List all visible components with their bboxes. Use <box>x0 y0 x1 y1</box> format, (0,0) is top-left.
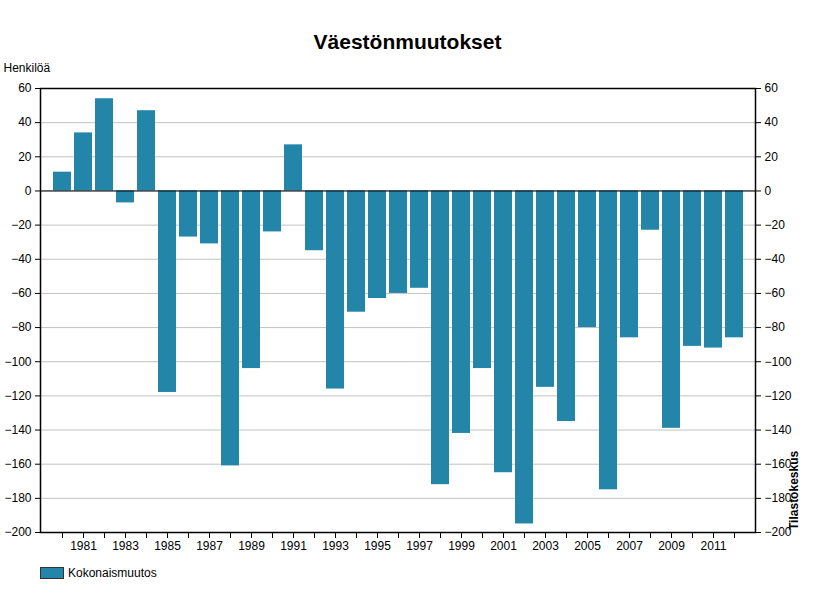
svg-text:−80: −80 <box>11 320 32 334</box>
svg-text:2007: 2007 <box>616 539 643 553</box>
svg-text:1983: 1983 <box>112 539 139 553</box>
svg-text:2011: 2011 <box>701 539 727 553</box>
html-text:Tilastokeskus: Tilastokeskus <box>787 450 801 530</box>
svg-text:−180: −180 <box>764 491 792 506</box>
svg-text:1995: 1995 <box>364 539 391 553</box>
svg-text:−40: −40 <box>11 252 32 266</box>
svg-text:2009: 2009 <box>658 539 685 553</box>
html-text:Kokonaismuutos: Kokonaismuutos <box>68 566 157 580</box>
svg-text:1991: 1991 <box>280 539 307 553</box>
svg-text:2005: 2005 <box>574 539 601 553</box>
svg-text:1997: 1997 <box>406 539 433 553</box>
svg-text:40: 40 <box>18 115 32 129</box>
svg-text:60: 60 <box>765 81 779 95</box>
svg-text:0: 0 <box>765 184 772 198</box>
svg-text:20: 20 <box>765 150 779 164</box>
svg-text:−20: −20 <box>11 218 32 232</box>
svg-text:Henkilöä: Henkilöä <box>4 61 51 75</box>
svg-text:2003: 2003 <box>532 539 559 553</box>
svg-text:−200: −200 <box>764 525 792 540</box>
svg-text:−60: −60 <box>765 286 786 300</box>
svg-text:−100: −100 <box>765 355 792 369</box>
svg-text:−40: −40 <box>765 252 786 266</box>
svg-text:2001: 2001 <box>490 539 517 553</box>
svg-text:−120: −120 <box>765 389 792 403</box>
svg-text:−20: −20 <box>765 218 786 232</box>
svg-text:1999: 1999 <box>448 539 475 553</box>
svg-text:1993: 1993 <box>322 539 349 553</box>
svg-text:−80: −80 <box>765 320 786 334</box>
svg-text:60: 60 <box>18 81 32 95</box>
svg-text:1989: 1989 <box>238 539 265 553</box>
svg-text:0: 0 <box>25 184 32 198</box>
svg-text:−200: −200 <box>4 525 31 539</box>
svg-text:−120: −120 <box>4 389 31 403</box>
html-text:Väestönmuutokset: Väestönmuutokset <box>313 30 502 53</box>
svg-text:1985: 1985 <box>154 539 181 553</box>
svg-text:20: 20 <box>18 150 32 164</box>
svg-text:40: 40 <box>765 115 779 129</box>
svg-text:−140: −140 <box>765 423 792 437</box>
svg-text:−100: −100 <box>4 355 31 369</box>
svg-text:1981: 1981 <box>70 539 97 553</box>
svg-text:−180: −180 <box>4 491 31 505</box>
svg-text:−60: −60 <box>11 286 32 300</box>
svg-text:1987: 1987 <box>196 539 223 553</box>
svg-text:−160: −160 <box>4 457 31 471</box>
svg-text:−160: −160 <box>764 457 792 471</box>
svg-text:−140: −140 <box>4 423 31 437</box>
